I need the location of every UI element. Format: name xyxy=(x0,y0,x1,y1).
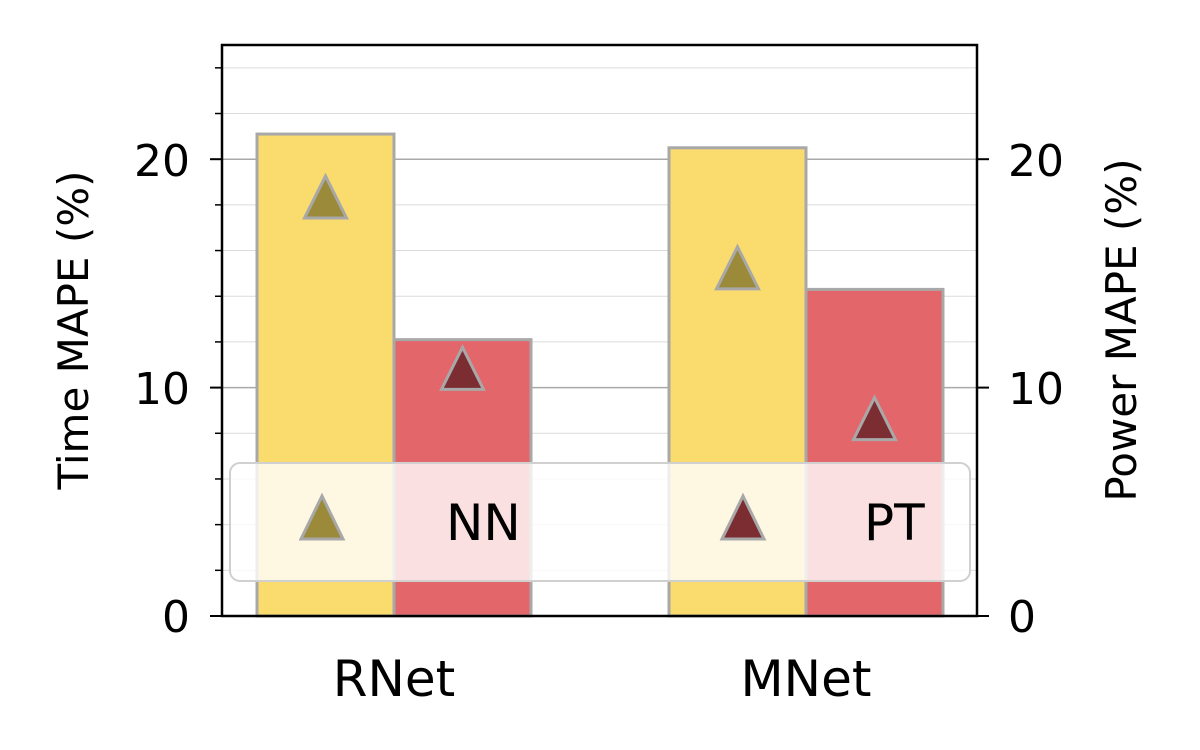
right-tick-label: 10 xyxy=(1008,364,1064,415)
category-label: MNet xyxy=(741,650,872,708)
left-tick-labels: 0 10 20 xyxy=(134,136,190,643)
legend-marker-pt xyxy=(719,492,767,541)
ticks-layer xyxy=(210,67,989,617)
legend-box xyxy=(229,462,971,582)
plot-frame xyxy=(220,43,979,618)
left-tick-label: 20 xyxy=(134,136,190,187)
marker-pt xyxy=(439,343,486,391)
category-label: RNet xyxy=(333,650,456,708)
left-tick-label: 10 xyxy=(134,364,190,415)
markers-layer xyxy=(302,172,898,442)
right-tick-labels: 0 10 20 xyxy=(1008,136,1064,643)
marker-pt xyxy=(851,394,898,442)
right-tick-label: 20 xyxy=(1008,136,1064,187)
y-axis-label-right: Power MAPE (%) xyxy=(1097,158,1146,501)
legend-marker-nn xyxy=(298,492,346,541)
marker-nn xyxy=(714,243,761,291)
legend: NN PT xyxy=(229,462,971,582)
marker-nn xyxy=(302,172,349,220)
legend-label-pt: PT xyxy=(864,494,925,552)
y-axis-label-left: Time MAPE (%) xyxy=(49,171,98,491)
right-tick-label: 0 xyxy=(1008,592,1036,643)
legend-label-nn: NN xyxy=(446,494,521,552)
left-tick-label: 0 xyxy=(162,592,190,643)
